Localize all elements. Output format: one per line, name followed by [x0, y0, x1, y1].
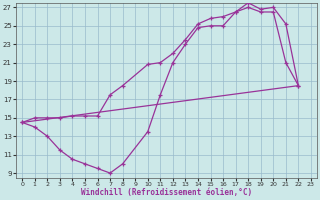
X-axis label: Windchill (Refroidissement éolien,°C): Windchill (Refroidissement éolien,°C) [81, 188, 252, 197]
